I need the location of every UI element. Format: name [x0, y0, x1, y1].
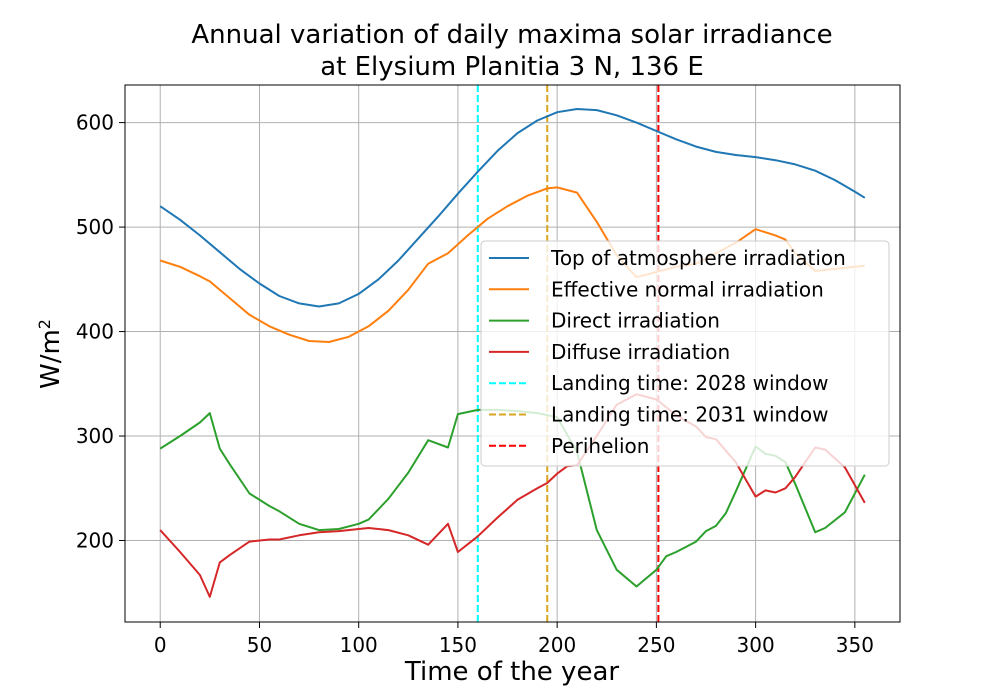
y-tick-label: 500	[76, 215, 114, 239]
x-tick-label: 100	[340, 633, 378, 657]
legend-label-top-of-atmosphere-irradiation: Top of atmosphere irradiation	[550, 246, 846, 270]
y-axis-ticks: 200 300 400 500 600	[76, 111, 125, 553]
x-tick-label: 150	[439, 633, 477, 657]
legend-label-landing-time-2031-window: Landing time: 2031 window	[551, 403, 828, 427]
legend: Top of atmosphere irradiation Effective n…	[480, 240, 890, 467]
y-axis-label-base: W/m	[36, 329, 66, 389]
legend-box	[480, 240, 890, 467]
x-tick-label: 250	[637, 633, 675, 657]
x-tick-label: 300	[737, 633, 775, 657]
y-tick-label: 600	[76, 111, 114, 135]
y-tick-label: 400	[76, 320, 114, 344]
y-axis-label: W/m2	[35, 319, 67, 389]
x-tick-label: 0	[154, 633, 167, 657]
x-axis-label: Time of the year	[404, 657, 619, 687]
series-line-diffuse-irradiation	[159, 393, 866, 598]
x-tick-label: 350	[836, 633, 874, 657]
legend-label-direct-irradiation: Direct irradiation	[551, 309, 720, 333]
x-axis-ticks: 0 50 100 150 200 250 300 350	[154, 622, 874, 657]
series-line-top-of-atmosphere-irradiation	[159, 108, 866, 308]
series-line-effective-normal-irradiation	[159, 186, 865, 343]
y-tick-label: 200	[76, 529, 114, 553]
plot-frame	[124, 84, 901, 623]
chart-title-line1: Annual variation of daily maxima solar i…	[191, 20, 832, 50]
x-tick-label: 200	[538, 633, 576, 657]
chart-title-line2: at Elysium Planitia 3 N, 136 E	[320, 52, 704, 82]
x-tick-label: 50	[247, 633, 272, 657]
y-axis-label-superscript: 2	[35, 319, 54, 329]
y-tick-label: 300	[76, 424, 114, 448]
legend-label-diffuse-irradiation: Diffuse irradiation	[551, 340, 730, 364]
legend-label-effective-normal-irradiation: Effective normal irradiation	[551, 277, 824, 301]
legend-label-perihelion: Perihelion	[551, 434, 649, 458]
legend-label-landing-time-2028-window: Landing time: 2028 window	[551, 371, 828, 395]
